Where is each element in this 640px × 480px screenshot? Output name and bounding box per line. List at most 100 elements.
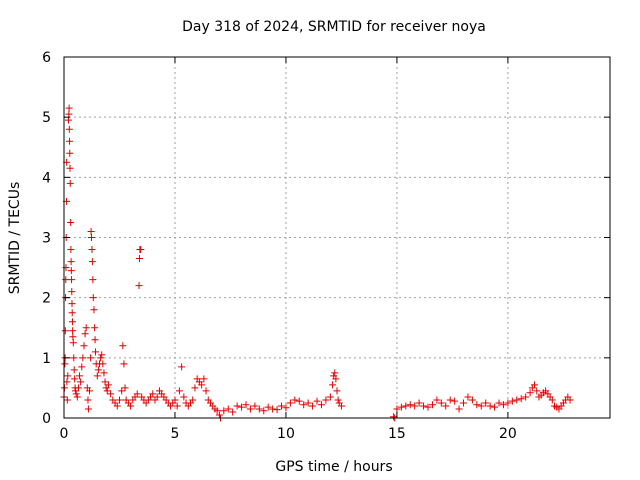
data-point [68, 318, 76, 326]
data-point [246, 405, 254, 413]
data-point [531, 381, 539, 389]
data-point [442, 402, 450, 410]
data-point [533, 387, 541, 395]
data-point [69, 333, 77, 341]
data-point [428, 401, 436, 409]
data-point [61, 360, 69, 368]
data-point [118, 387, 126, 395]
data-point [87, 227, 95, 235]
data-point [508, 397, 516, 405]
data-point [473, 401, 481, 409]
data-point [415, 399, 423, 407]
data-point [334, 396, 342, 404]
data-point [286, 399, 294, 407]
data-point [517, 395, 525, 403]
data-point [89, 294, 97, 302]
data-point [149, 390, 157, 398]
data-point [486, 402, 494, 410]
data-point [68, 309, 76, 317]
y-tick-label: 0 [42, 411, 51, 427]
data-point [119, 342, 127, 350]
data-point [79, 354, 87, 362]
data-point [468, 396, 476, 404]
data-point [84, 396, 92, 404]
data-point [491, 403, 499, 411]
data-point [455, 405, 463, 413]
data-point [269, 405, 277, 413]
data-point [300, 401, 308, 409]
data-point [255, 405, 263, 413]
data-point [224, 405, 232, 413]
data-point [65, 125, 73, 133]
data-point [115, 396, 123, 404]
data-point [135, 255, 143, 263]
data-point [71, 375, 79, 383]
data-point [66, 164, 74, 172]
x-tick-label: 0 [60, 426, 69, 442]
data-point [402, 402, 410, 410]
data-point [548, 396, 556, 404]
data-point [107, 390, 115, 398]
data-point [88, 234, 96, 241]
data-point [98, 351, 106, 359]
data-point [180, 393, 188, 401]
data-point [70, 366, 78, 374]
data-point [213, 407, 221, 415]
data-point [215, 411, 223, 419]
data-point [420, 402, 428, 410]
data-point [101, 378, 109, 386]
data-point [282, 404, 290, 412]
data-point [393, 405, 401, 413]
data-point [133, 390, 141, 398]
data-point [88, 258, 96, 266]
data-point [566, 396, 574, 404]
data-point [68, 288, 76, 296]
data-point [260, 407, 268, 415]
data-point [88, 246, 96, 254]
data-point [513, 396, 521, 404]
data-point [309, 402, 317, 410]
data-point [153, 393, 161, 401]
data-point [66, 179, 74, 187]
data-point [74, 384, 82, 392]
data-point [93, 372, 101, 380]
chart-title: Day 318 of 2024, SRMTID for receiver noy… [182, 19, 486, 35]
data-point [264, 403, 272, 411]
data-point [333, 387, 341, 395]
data-point [97, 354, 105, 362]
x-tick-label: 10 [277, 426, 295, 442]
data-point [70, 354, 78, 362]
data-point [120, 360, 128, 368]
x-axis-label: GPS time / hours [275, 459, 392, 475]
data-point [504, 399, 512, 407]
data-point [460, 399, 468, 407]
data-point [61, 327, 69, 335]
data-point [173, 402, 181, 410]
data-point [464, 393, 472, 401]
data-point [82, 324, 90, 332]
data-point [67, 267, 75, 275]
data-point [84, 405, 92, 413]
data-point [200, 375, 208, 383]
data-point [189, 396, 197, 404]
data-point [76, 372, 84, 380]
data-point [406, 401, 414, 409]
data-point [242, 401, 250, 409]
y-tick-label: 5 [42, 110, 51, 126]
data-point [482, 399, 490, 407]
data-point [337, 402, 345, 410]
data-point [411, 402, 419, 410]
data-point [80, 342, 88, 350]
data-point [69, 339, 77, 347]
data-point [113, 402, 121, 410]
data-point [304, 399, 312, 407]
grid-lines [64, 57, 610, 418]
axis-tick-labels: 0 5 10 15 20 0 1 2 3 4 5 6 [42, 50, 517, 442]
y-axis-label: SRMTID / TECUs [7, 182, 23, 295]
data-point [64, 372, 72, 380]
data-point [198, 381, 206, 389]
data-point [251, 402, 259, 410]
x-tick-label: 5 [171, 426, 180, 442]
data-point [72, 387, 80, 395]
